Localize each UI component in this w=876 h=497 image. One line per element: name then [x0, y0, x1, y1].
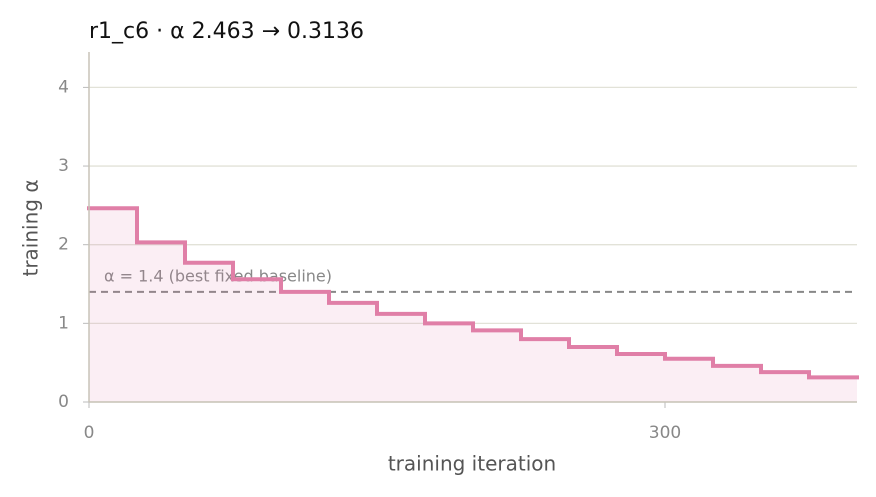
area-fill [89, 208, 857, 402]
x-tick-label: 0 [84, 423, 95, 443]
y-tick-label: 2 [58, 235, 69, 255]
x-axis-label: training iteration [388, 452, 556, 476]
chart-title: r1_c6 · α 2.463 → 0.3136 [89, 19, 364, 44]
y-tick-label: 3 [58, 156, 69, 176]
y-tick-label: 1 [58, 313, 69, 333]
y-tick-label: 4 [58, 77, 69, 97]
y-tick-label: 0 [58, 392, 69, 412]
y-axis-label: training α [19, 179, 43, 276]
x-tick-label: 300 [649, 423, 681, 443]
